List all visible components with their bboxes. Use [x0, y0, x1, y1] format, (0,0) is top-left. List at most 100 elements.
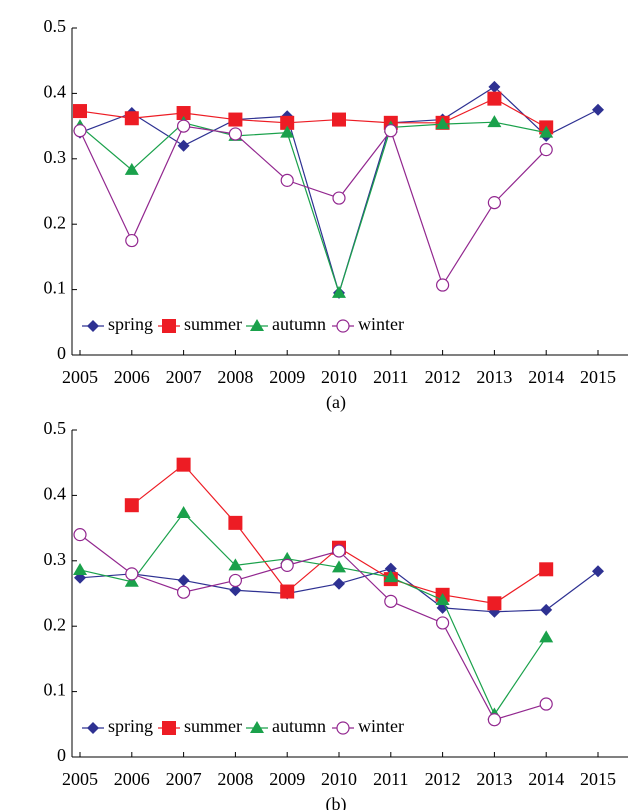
legend-label: winter [358, 716, 404, 736]
x-tick-label: 2014 [528, 769, 564, 789]
marker [336, 319, 350, 333]
marker [177, 585, 191, 599]
marker [176, 457, 191, 472]
marker [487, 196, 501, 210]
marker [435, 117, 450, 130]
x-tick-label: 2010 [321, 367, 357, 387]
marker [592, 565, 604, 578]
marker [125, 233, 139, 248]
x-tick-label: 2007 [166, 769, 202, 789]
marker [176, 106, 191, 121]
marker [280, 584, 295, 599]
x-tick-label: 2005 [62, 769, 98, 789]
marker [280, 173, 294, 187]
series-line [79, 534, 547, 721]
marker [124, 574, 139, 587]
marker [384, 124, 398, 138]
x-tick-label: 2010 [321, 769, 357, 789]
marker [332, 191, 346, 205]
marker [384, 594, 398, 608]
y-tick-label: 0.4 [44, 484, 67, 504]
marker [176, 506, 191, 519]
marker [487, 91, 502, 106]
marker [487, 115, 502, 128]
marker [73, 104, 87, 119]
x-tick-label: 2006 [114, 367, 150, 387]
y-tick-label: 0.3 [44, 549, 67, 569]
marker [162, 319, 176, 333]
marker [125, 567, 139, 581]
x-tick-label: 2008 [217, 367, 253, 387]
y-tick-label: 0.3 [44, 147, 67, 167]
x-tick-label: 2005 [62, 367, 98, 387]
x-tick-label: 2011 [373, 367, 408, 387]
marker [336, 721, 350, 735]
marker [539, 630, 554, 643]
marker [487, 596, 502, 611]
caption: (a) [326, 392, 346, 413]
series-line [79, 512, 547, 716]
marker [228, 112, 243, 127]
marker [73, 562, 87, 575]
marker [488, 80, 501, 93]
legend-label: summer [184, 716, 242, 736]
marker [539, 697, 553, 711]
y-tick-label: 0.4 [44, 82, 67, 102]
marker [162, 721, 176, 735]
legend-label: autumn [272, 716, 326, 736]
marker [73, 124, 87, 138]
x-tick-label: 2006 [114, 769, 150, 789]
x-tick-label: 2011 [373, 769, 408, 789]
marker [250, 319, 264, 331]
series-line [79, 125, 547, 287]
x-tick-label: 2007 [166, 367, 202, 387]
y-tick-label: 0.1 [44, 278, 67, 298]
y-tick-label: 0.2 [44, 614, 67, 634]
marker [124, 162, 139, 175]
marker [228, 515, 243, 530]
marker [177, 119, 191, 133]
x-tick-label: 2009 [269, 769, 305, 789]
series-line [79, 121, 547, 295]
marker [73, 528, 87, 542]
x-tick-label: 2012 [425, 769, 461, 789]
x-tick-label: 2012 [425, 367, 461, 387]
y-tick-label: 0.5 [44, 418, 67, 438]
legend-label: spring [108, 314, 153, 334]
marker [332, 560, 346, 573]
marker [228, 573, 242, 588]
marker [332, 112, 346, 127]
marker [539, 143, 553, 157]
marker [87, 722, 99, 734]
x-tick-label: 2014 [528, 367, 564, 387]
marker [280, 115, 295, 130]
marker [332, 285, 346, 298]
marker [539, 125, 554, 138]
marker [124, 111, 139, 126]
x-tick-label: 2009 [269, 367, 305, 387]
x-tick-label: 2013 [476, 367, 512, 387]
legend-label: summer [184, 314, 242, 334]
y-tick-label: 0.1 [44, 680, 67, 700]
marker [436, 278, 450, 292]
marker [228, 127, 242, 141]
marker [592, 103, 604, 116]
marker [228, 558, 243, 571]
marker [487, 713, 501, 727]
marker [177, 139, 190, 152]
series-line [79, 97, 547, 128]
marker [435, 593, 450, 606]
marker [540, 603, 553, 616]
marker [87, 320, 99, 332]
x-tick-label: 2015 [580, 769, 616, 789]
marker [384, 562, 397, 575]
y-tick-label: 0.2 [44, 212, 67, 232]
marker [177, 574, 190, 587]
marker [383, 570, 398, 583]
marker [436, 616, 450, 630]
marker [250, 721, 264, 733]
marker [332, 544, 346, 558]
x-tick-label: 2008 [217, 769, 253, 789]
caption: (b) [326, 794, 347, 810]
